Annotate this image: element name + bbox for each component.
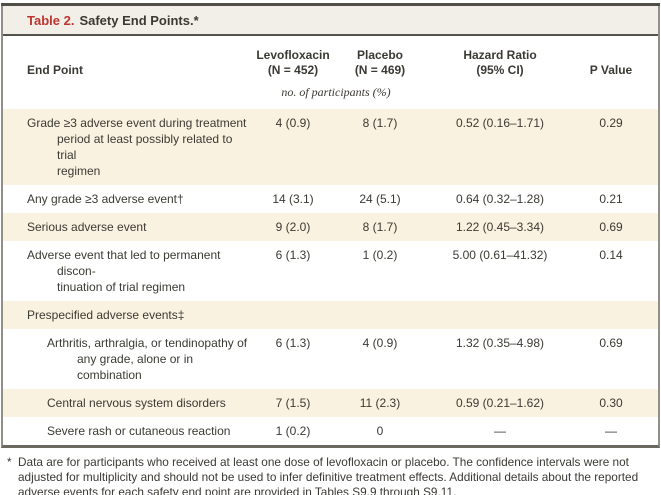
table-row: Arthritis, arthralgia, or tendinopathy o… [3,329,658,389]
table-2: Table 2. Safety End Points.* End Point Le… [1,6,660,448]
levofloxacin-value: 1 (0.2) [275,424,311,438]
p-value: 0.69 [599,220,623,234]
endpoint-label: Grade ≥3 adverse event during treatment … [27,116,247,178]
units-note: no. of participants (%) [281,85,391,99]
table-row: Adverse event that led to permanent disc… [3,241,658,301]
levofloxacin-value: 7 (1.5) [275,396,311,410]
placebo-value: 24 (5.1) [359,192,401,206]
endpoint-label: Any grade ≥3 adverse event† [27,192,184,206]
hazard-ratio-value: 1.32 (0.35–4.98) [455,336,545,350]
placebo-value: 8 (1.7) [362,116,398,130]
column-header-levofloxacin: Levofloxacin (N = 452) [256,48,330,77]
p-value: 0.69 [599,336,623,350]
footnote-text: Data are for participants who received a… [18,455,639,495]
placebo-value: 4 (0.9) [362,336,398,350]
units-row: no. of participants (%) [3,78,658,109]
p-value: 0.14 [599,248,623,262]
endpoint-label: Prespecified adverse events‡ [27,308,185,322]
column-header-hazard-ratio: Hazard Ratio (95% CI) [463,48,537,77]
table-title: Table 2. Safety End Points.* [3,6,658,36]
hazard-ratio-value: 0.52 (0.16–1.71) [455,116,545,130]
placebo-value: 1 (0.2) [362,248,398,262]
top-rule [1,3,660,6]
levofloxacin-value: 14 (3.1) [272,192,314,206]
hazard-ratio-value: 1.22 (0.45–3.34) [455,220,545,234]
footnotes: * Data are for participants who received … [1,448,660,495]
hazard-ratio-value: 0.59 (0.21–1.62) [455,396,545,410]
hazard-ratio-value: 5.00 (0.61–41.32) [452,248,548,262]
table-header-row: End Point Levofloxacin (N = 452) Placebo… [3,36,658,78]
table-row: Central nervous system disorders 7 (1.5)… [3,389,658,417]
hazard-ratio-value: — [494,424,506,438]
p-value: — [605,424,617,438]
levofloxacin-value: 4 (0.9) [275,116,311,130]
p-value: 0.29 [599,116,623,130]
table-row: Serious adverse event 9 (2.0) 8 (1.7) 1.… [3,213,658,241]
placebo-value: 11 (2.3) [359,396,401,410]
endpoint-label: Severe rash or cutaneous reaction [47,424,231,438]
table-number-label: Table 2. [27,13,75,28]
endpoint-label: Adverse event that led to permanent disc… [27,248,221,294]
levofloxacin-value: 6 (1.3) [275,248,311,262]
hazard-ratio-value: 0.64 (0.32–1.28) [455,192,545,206]
table-body: Grade ≥3 adverse event during treatment … [3,109,658,445]
table-row: Grade ≥3 adverse event during treatment … [3,109,658,185]
table-row: Prespecified adverse events‡ [3,301,658,329]
p-value: 0.21 [599,192,623,206]
column-header-endpoint: End Point [27,63,83,77]
levofloxacin-value: 9 (2.0) [275,220,311,234]
footnote: * Data are for participants who received … [7,455,654,495]
endpoint-label: Serious adverse event [27,220,147,234]
levofloxacin-value: 6 (1.3) [275,336,311,350]
footnote-symbol: * [7,455,12,469]
column-header-placebo: Placebo (N = 469) [354,48,406,77]
column-header-p-value: P Value [589,63,633,77]
endpoint-label: Arthritis, arthralgia, or tendinopathy o… [47,336,248,382]
placebo-value: 8 (1.7) [362,220,398,234]
placebo-value: 0 [376,424,384,438]
table-row: Severe rash or cutaneous reaction 1 (0.2… [3,417,658,445]
table-row: Any grade ≥3 adverse event† 14 (3.1) 24 … [3,185,658,213]
table-title-text: Safety End Points.* [79,13,199,28]
endpoint-label: Central nervous system disorders [47,396,226,410]
p-value: 0.30 [599,396,623,410]
